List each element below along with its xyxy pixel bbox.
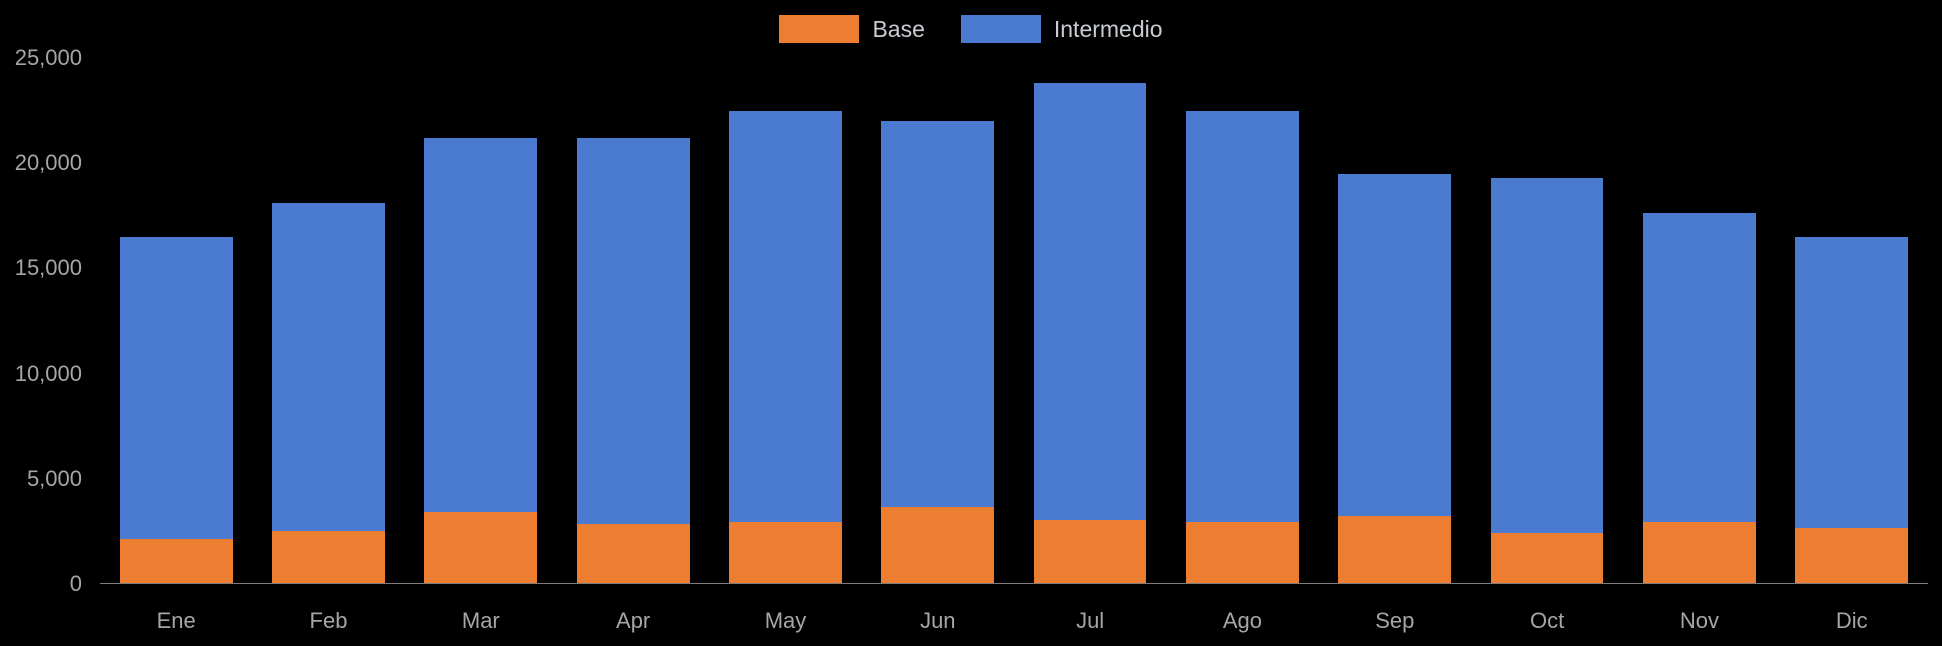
x-axis-label: Ene	[156, 608, 196, 633]
stacked-bar	[1033, 58, 1147, 583]
stacked-bar	[1490, 58, 1604, 583]
x-axis-label: Jun	[920, 608, 956, 633]
bar-group-jul	[1014, 58, 1166, 583]
bar-segment-base[interactable]	[1033, 520, 1147, 583]
bar-group-feb	[252, 58, 404, 583]
bar-group-jun	[862, 58, 1014, 583]
bar-segment-base[interactable]	[1795, 528, 1909, 583]
legend-item-base[interactable]: Base	[779, 15, 925, 43]
y-axis: 0 5,000 10,000 15,000 20,000 25,000	[0, 45, 82, 596]
bar-segment-intermedio[interactable]	[1643, 213, 1756, 523]
bar-segment-intermedio[interactable]	[1795, 236, 1909, 529]
y-tick-label: 5,000	[26, 465, 82, 491]
bar-group-ene	[100, 58, 252, 583]
bar-segment-base[interactable]	[881, 507, 995, 583]
x-axis-label: Jul	[1076, 608, 1105, 633]
legend-label-base: Base	[872, 16, 925, 42]
legend-item-intermedio[interactable]: Intermedio	[960, 15, 1163, 43]
bar-segment-intermedio[interactable]	[1338, 173, 1452, 516]
bar-segment-base[interactable]	[272, 530, 385, 583]
bar-group-may	[709, 58, 861, 583]
x-axis-label: Oct	[1530, 608, 1565, 633]
stacked-bar	[1643, 58, 1756, 583]
x-axis-label: Dic	[1835, 608, 1868, 633]
y-tick-label: 25,000	[14, 45, 82, 70]
x-axis-label: Ago	[1222, 608, 1263, 633]
bar-group-mar	[405, 58, 557, 583]
stacked-bar	[729, 58, 842, 583]
bar-segment-intermedio[interactable]	[1033, 83, 1147, 520]
chart-legend: Base Intermedio	[0, 12, 1942, 46]
bar-segment-intermedio[interactable]	[272, 202, 385, 531]
stacked-bar	[576, 58, 690, 583]
x-axis-label: May	[764, 608, 807, 633]
x-axis: Ene Feb Mar Apr May Jun Jul Ago Sep Oct Nov Dic	[100, 604, 1928, 638]
x-axis-label: Nov	[1679, 608, 1719, 633]
x-axis-label: Feb	[309, 608, 348, 633]
bar-segment-intermedio[interactable]	[1186, 110, 1299, 523]
stacked-bar	[1338, 58, 1452, 583]
bar-segment-intermedio[interactable]	[1490, 177, 1604, 533]
bar-segment-intermedio[interactable]	[576, 137, 690, 525]
stacked-bar	[1186, 58, 1299, 583]
legend-swatch-base-icon	[779, 15, 860, 43]
bar-group-oct	[1471, 58, 1623, 583]
x-axis-label: Mar	[461, 608, 500, 633]
bar-segment-base[interactable]	[1643, 522, 1756, 583]
y-tick-label: 20,000	[14, 150, 82, 176]
bar-segment-base[interactable]	[424, 511, 538, 583]
stacked-bar	[272, 58, 385, 583]
bar-segment-intermedio[interactable]	[119, 236, 233, 539]
stacked-bar	[119, 58, 233, 583]
stacked-bar	[424, 58, 538, 583]
bar-segment-base[interactable]	[1338, 515, 1452, 583]
bar-segment-base[interactable]	[576, 524, 690, 583]
y-tick-label: 15,000	[14, 255, 82, 281]
bar-group-apr	[557, 58, 709, 583]
bar-segment-base[interactable]	[729, 522, 842, 583]
legend-label-intermedio: Intermedio	[1053, 16, 1163, 42]
bar-segment-base[interactable]	[119, 538, 233, 583]
bar-segment-intermedio[interactable]	[424, 137, 538, 512]
y-tick-label: 0	[69, 571, 82, 596]
bar-segment-intermedio[interactable]	[729, 110, 842, 523]
stacked-bar	[881, 58, 995, 583]
bar-segment-intermedio[interactable]	[881, 121, 995, 508]
plot-area	[100, 58, 1928, 584]
x-axis-label: Apr	[616, 608, 651, 633]
bar-group-dic	[1776, 58, 1928, 583]
x-axis-label: Sep	[1375, 608, 1415, 633]
bar-segment-base[interactable]	[1186, 522, 1299, 583]
y-tick-label: 10,000	[14, 360, 82, 386]
bar-segment-base[interactable]	[1490, 532, 1604, 583]
bar-group-sep	[1319, 58, 1471, 583]
stacked-bar	[1795, 58, 1909, 583]
legend-swatch-intermedio-icon	[960, 15, 1041, 43]
bar-group-ago	[1166, 58, 1318, 583]
bar-group-nov	[1623, 58, 1775, 583]
